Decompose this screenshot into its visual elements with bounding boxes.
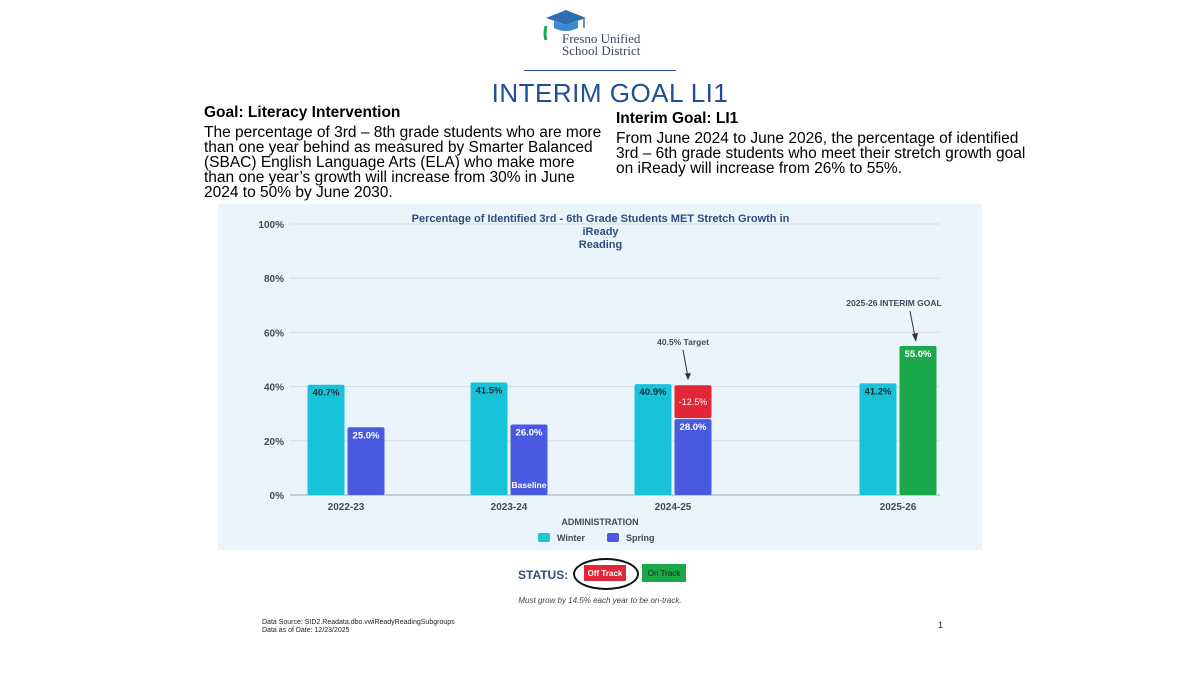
data-label: 40.9%: [640, 387, 667, 398]
bar-winter-2023-24: [470, 382, 508, 495]
baseline-label: Baseline: [512, 480, 547, 490]
x-tick-label: 2022-23: [328, 502, 365, 513]
goal-heading: Goal: Literacy Intervention: [204, 104, 401, 121]
chart-panel: 0% 20% 40% 60% 80% 100% 40.7% 25.0% 2022-23 41.5%…: [218, 204, 982, 550]
x-tick-label: 2024-25: [655, 502, 692, 513]
gap-bar: [674, 385, 712, 419]
logo-line-1: Fresno Unified: [562, 31, 641, 46]
data-date: Data as of Date: 12/23/2025: [262, 627, 350, 634]
bar-spring-2023-24: [510, 424, 548, 495]
title-divider: [524, 70, 676, 71]
y-tick-label: 20%: [264, 437, 284, 448]
data-label: 41.2%: [865, 386, 892, 397]
target-annotation: 40.5% Target: [657, 337, 709, 347]
graduation-cap-icon: [543, 10, 586, 40]
y-tick-label: 60%: [264, 328, 284, 339]
data-label: 55.0%: [905, 349, 932, 360]
bar-chart: 0% 20% 40% 60% 80% 100% 40.7% 25.0% 2022-23 41.5%…: [258, 220, 941, 543]
page-title: INTERIM GOAL LI1: [491, 78, 729, 108]
interim-goal-arrowhead: [912, 332, 918, 342]
off-track-badge: Off Track: [584, 565, 626, 581]
chart-title: Percentage of Identified 3rd - 6th Grade…: [408, 213, 793, 252]
gap-label: -12.5%: [679, 397, 708, 407]
data-label: 40.7%: [313, 388, 340, 399]
y-tick-label: 100%: [258, 220, 284, 231]
selected-status-ring: [573, 558, 639, 590]
x-axis-title: ADMINISTRATION: [561, 517, 638, 527]
data-source: Data Source: SID2.Readata.dbo.vwiReadyRe…: [262, 619, 455, 626]
logo-line-2: School District: [562, 43, 641, 58]
legend-label: Winter: [557, 533, 585, 543]
bar-spring-2022-23: [347, 427, 385, 495]
goal-text: The percentage of 3rd – 8th grade studen…: [204, 124, 602, 201]
bar-winter-2022-23: [307, 384, 345, 495]
legend-swatch-winter: [538, 533, 550, 542]
legend-swatch-spring: [607, 533, 619, 542]
goal-section: Goal: Literacy Intervention The percenta…: [204, 104, 604, 200]
x-tick-label: 2025-26: [880, 502, 917, 513]
y-tick-label: 0%: [270, 491, 285, 502]
on-track-badge: On Track: [642, 564, 686, 582]
interim-goal-annotation: 2025-26 INTERIM GOAL: [846, 298, 941, 308]
x-tick-label: 2023-24: [491, 502, 528, 513]
target-arrow: [682, 349, 689, 378]
growth-note: Must grow by 14.5% each year to be on-tr…: [518, 596, 682, 605]
y-tick-label: 80%: [264, 274, 284, 285]
chart-title-line-1: Percentage of Identified 3rd - 6th Grade…: [411, 213, 790, 238]
target-arrowhead: [685, 373, 691, 381]
status-label: STATUS:: [518, 568, 569, 582]
legend-label: Spring: [626, 533, 655, 543]
district-logo: Fresno Unified School District: [540, 8, 665, 60]
data-label: 28.0%: [680, 422, 707, 433]
data-label: 41.5%: [476, 386, 503, 397]
bar-winter-2025-26: [859, 383, 897, 495]
interim-goal-arrow: [909, 310, 916, 338]
data-label: 26.0%: [516, 428, 543, 439]
y-tick-label: 40%: [264, 383, 284, 394]
bar-spring-2025-26: [899, 345, 937, 495]
interim-goal-text: From June 2024 to June 2026, the percent…: [616, 130, 1026, 177]
data-label: 25.0%: [353, 430, 380, 441]
interim-goal-heading: Interim Goal: LI1: [616, 110, 739, 127]
interim-goal-section: Interim Goal: LI1 From June 2024 to June…: [616, 110, 1026, 176]
page-number: 1: [938, 620, 944, 630]
data-source-footer: Data Source: SID2.Readata.dbo.vwiReadyRe…: [262, 619, 455, 635]
bar-spring-2024-25: [674, 419, 712, 495]
chart-title-line-2: Reading: [578, 239, 623, 251]
bar-winter-2024-25: [634, 384, 672, 495]
